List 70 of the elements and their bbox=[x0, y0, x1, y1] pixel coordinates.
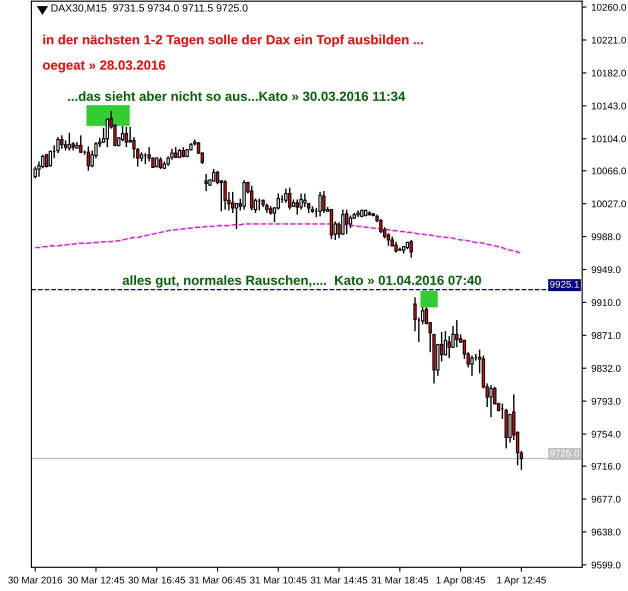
candlestick bbox=[394, 240, 398, 254]
ref-line-label: 9925.1 bbox=[550, 280, 579, 288]
y-tick-label: 10221.0 bbox=[592, 36, 626, 44]
candlestick bbox=[140, 152, 144, 162]
y-tick-label: 9638.0 bbox=[592, 528, 621, 536]
candlestick bbox=[448, 335, 451, 359]
x-tick-label: 31 Mar 06:45 bbox=[189, 576, 246, 584]
candlestick bbox=[265, 202, 269, 214]
candlestick bbox=[86, 146, 90, 172]
candlestick bbox=[60, 134, 64, 150]
x-tick-label: 31 Mar 10:45 bbox=[250, 576, 307, 584]
candlestick bbox=[223, 179, 227, 210]
y-tick-label: 9949.0 bbox=[592, 266, 621, 274]
y-tick-label: 9793.0 bbox=[592, 398, 621, 405]
candlestick bbox=[212, 168, 216, 182]
candlestick bbox=[158, 156, 162, 170]
candlestick bbox=[64, 140, 68, 152]
candlestick bbox=[284, 188, 288, 204]
candlestick bbox=[341, 208, 345, 236]
candlestick bbox=[322, 190, 326, 214]
candlestick bbox=[79, 134, 82, 154]
candlestick bbox=[231, 191, 234, 214]
candlestick bbox=[303, 192, 307, 208]
annotation: alles gut, normales Rauschen,.... Kato » 01.04.2016 07:40 bbox=[122, 275, 482, 288]
candlestick bbox=[344, 208, 348, 235]
y-tick-label: 9599.0 bbox=[592, 562, 621, 568]
y-tick-label: 10143.0 bbox=[592, 102, 626, 110]
x-tick-label: 1 Apr 08:45 bbox=[436, 576, 486, 586]
candlestick bbox=[470, 354, 474, 377]
y-tick-label: 10260.0 bbox=[592, 4, 626, 11]
candlestick bbox=[489, 384, 493, 418]
x-tick-label: 30 Mar 2016 bbox=[8, 576, 62, 584]
candlestick bbox=[348, 214, 352, 229]
annotation: oegeat » 28.03.2016 bbox=[42, 60, 166, 72]
y-tick-label: 9988.0 bbox=[592, 233, 621, 240]
x-tick-label: 31 Mar 14:45 bbox=[310, 576, 368, 584]
annotation: ...das sieht aber nicht so aus...Kato » 30.03.2016 11:34 bbox=[68, 91, 406, 101]
y-tick-label: 9871.0 bbox=[592, 332, 621, 339]
y-tick-label: 9832.0 bbox=[592, 364, 621, 372]
candlestick bbox=[296, 198, 299, 216]
y-tick-label: 9716.0 bbox=[592, 462, 621, 470]
candlestick bbox=[299, 192, 303, 210]
candlestick bbox=[44, 153, 48, 168]
candlestick bbox=[204, 173, 208, 192]
candlestick bbox=[182, 146, 186, 158]
y-tick-label: 10027.0 bbox=[592, 200, 626, 208]
candlestick bbox=[56, 136, 60, 154]
candlestick bbox=[455, 319, 459, 348]
y-tick-label: 10182.0 bbox=[592, 70, 626, 77]
candlestick bbox=[242, 179, 246, 210]
y-tick-label: 9910.0 bbox=[592, 299, 621, 306]
y-tick-label: 10104.0 bbox=[592, 135, 626, 142]
x-tick-label: 30 Mar 12:45 bbox=[68, 576, 124, 584]
y-tick-label: 10066.0 bbox=[592, 168, 626, 174]
candlestick bbox=[124, 126, 128, 148]
annotation: in der nächsten 1-2 Tagen solle der Dax ein Topf ausbilden ... bbox=[43, 34, 424, 47]
candlestick bbox=[410, 239, 413, 258]
x-tick-label: 30 Mar 16:45 bbox=[128, 576, 185, 584]
candlestick bbox=[250, 185, 254, 212]
y-tick-label: 9754.0 bbox=[592, 430, 621, 438]
candlestick bbox=[234, 202, 238, 230]
candlestick bbox=[318, 191, 322, 218]
ref-line-label: 9725.0 bbox=[550, 450, 580, 457]
x-tick-label: 1 Apr 12:45 bbox=[497, 576, 546, 586]
x-tick-label: 31 Mar 18:45 bbox=[372, 576, 428, 584]
y-tick-label: 9677.0 bbox=[592, 496, 621, 503]
candlestick bbox=[48, 150, 52, 168]
chart-title: DAX30,M15 9731.5 9734.0 9711.5 9725.0 bbox=[52, 4, 248, 13]
candlestick bbox=[68, 132, 72, 152]
candlestick bbox=[288, 186, 292, 210]
